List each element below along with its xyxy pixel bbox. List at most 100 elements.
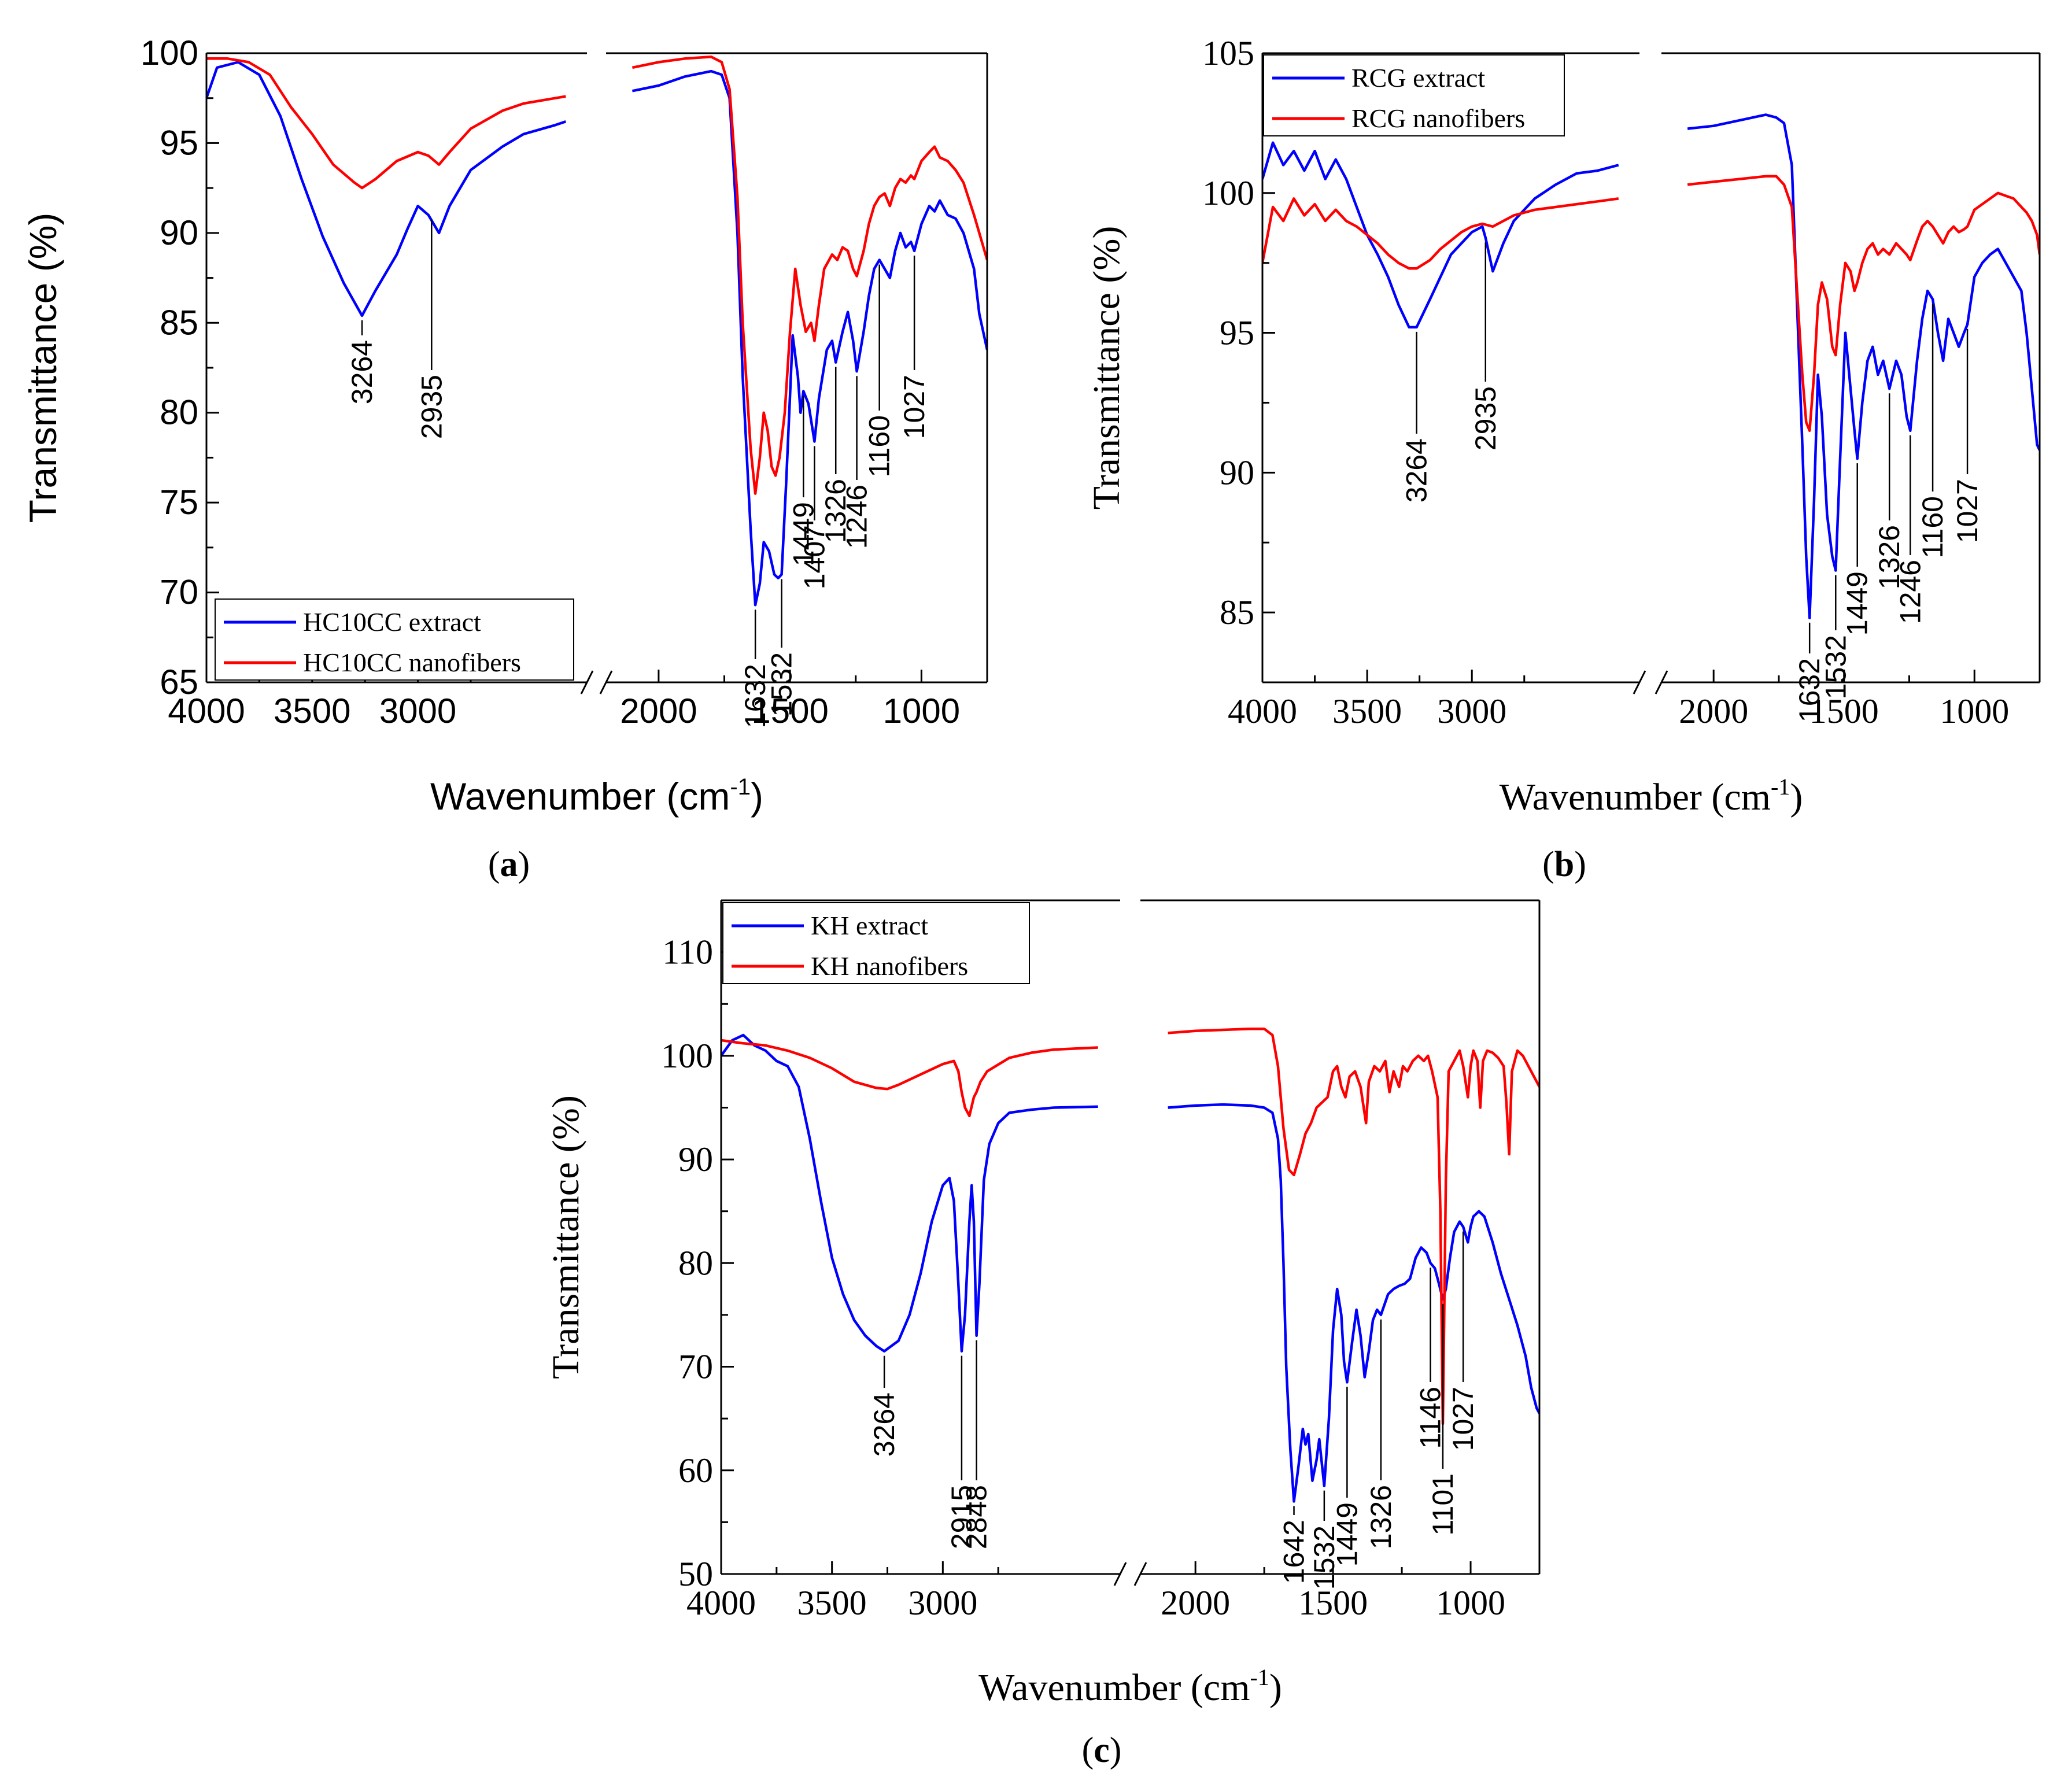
x-axis-title-close: ) [751,775,763,818]
y-tick-label: 100 [661,1037,713,1075]
legend-box [722,902,1030,984]
series-line-extract-seg2 [631,69,987,607]
x-tick-label: 2000 [620,692,697,730]
panel-label-open: ( [488,845,500,884]
axis-break-mark [1133,1562,1147,1586]
y-tick-label: 80 [678,1244,713,1282]
peak-label: 1532 [1819,635,1852,699]
panel-label-letter: c [1094,1731,1110,1770]
series-line-extract-seg1 [206,61,567,317]
panel-label-letter: a [500,845,518,884]
peak-label: 1146 [1415,1387,1447,1449]
legend: HC10CC extract HC10CC nanofibers [215,598,574,681]
panel-label: (c) [1082,1731,1122,1770]
peak-label: 3264 [346,340,378,404]
peak-label: 1160 [863,415,896,478]
series-line-nanofibers-seg1 [721,1039,1098,1118]
x-axis-title-sup: -1 [1771,774,1790,800]
peak-label: 1027 [1951,479,1984,543]
y-tick-label: 90 [160,213,198,252]
panel-label-close: ) [1574,845,1586,884]
panel-c: 50 60 70 80 90 100 110 4000 3500 3000 2000 1500 1000… [545,899,1541,1770]
x-tick-label: 1500 [1809,692,1879,730]
series-line-nanofibers-seg2 [631,55,987,495]
peak-label: 3264 [868,1392,900,1457]
x-tick-label: 3500 [797,1584,867,1622]
axis-break-mark [1655,670,1668,694]
x-tick-label: 4000 [168,692,245,730]
legend-box [1263,54,1565,136]
x-axis-title: Wavenumber (cm-1) [430,774,763,818]
series-line-extract-seg1 [1262,141,1619,329]
peak-label: 1246 [1894,560,1926,624]
y-tick-label: 95 [1220,314,1254,352]
peak-label: 1632 [1793,658,1826,722]
peak-label: 1326 [1365,1485,1397,1549]
panel-b: 85 90 95 100 105 4000 3500 3000 2000 1500 1000 Wave… [1085,34,2041,884]
series-line-extract-seg2 [1168,1103,1539,1503]
y-axis-title: Transmittance (%) [545,1095,587,1379]
panel-label-open: ( [1082,1731,1094,1770]
x-tick-label: 2000 [1679,692,1748,730]
legend-entry-label: RCG nanofibers [1351,104,1525,133]
x-tick-label: 1500 [1298,1584,1368,1622]
panel-label-letter: b [1554,845,1574,884]
y-tick-label: 100 [141,34,198,72]
peak-label: 1532 [1308,1525,1340,1590]
y-tick-label: 95 [160,123,198,162]
y-tick-label: 105 [1202,34,1254,72]
panel-a: 65 70 75 80 85 90 95 100 4000 3500 3000 2000 1500 100… [21,34,988,884]
axis-break-mark [599,670,613,694]
legend-entry-label: RCG extract [1351,63,1485,93]
series-line-nanofibers-seg2 [1687,175,2040,433]
legend-box [215,598,574,681]
panel-label: (b) [1542,845,1586,884]
legend-entry-label: KH nanofibers [811,951,968,981]
y-tick-label: 70 [160,573,198,612]
peak-label: 1632 [739,664,771,728]
peak-label: 1246 [841,485,873,549]
panel-label: (a) [488,845,530,884]
legend: KH extract KH nanofibers [722,902,1030,984]
series-line-nanofibers-seg2 [1168,1027,1539,1425]
x-tick-label: 1000 [1436,1584,1505,1622]
plot-area [206,55,987,607]
axis-break-mark [1633,670,1646,694]
x-axis-title-main: Wavenumber (cm [430,775,730,818]
peak-label: 3264 [1401,438,1433,503]
plot-area [1262,113,2040,620]
legend-entry-label: HC10CC nanofibers [303,648,521,677]
x-axis-title-main: Wavenumber (cm [978,1667,1250,1709]
y-tick-label: 100 [1202,174,1254,212]
peak-label: 1027 [1447,1387,1479,1451]
plot-area [721,1027,1539,1503]
legend-entry-label: KH extract [811,911,928,940]
legend-entry-label: HC10CC extract [303,607,481,637]
panel-label-close: ) [518,845,530,884]
x-axis-title-sup: -1 [730,774,751,800]
x-tick-label: 3500 [1332,692,1402,730]
x-tick-label: 1000 [1940,692,2009,730]
y-tick-label: 85 [1220,593,1254,631]
peak-label: 1449 [1331,1502,1363,1566]
y-tick-label: 60 [678,1451,713,1490]
series-line-nanofibers-seg1 [1262,197,1619,270]
y-tick-label: 70 [678,1348,713,1386]
peak-label: 1532 [766,652,798,716]
series-line-extract-seg1 [721,1033,1098,1353]
peak-label: 1027 [898,375,930,439]
y-tick-label: 85 [160,303,198,342]
peak-label: 1326 [819,479,852,543]
x-axis-title-close: ) [1269,1667,1282,1709]
x-tick-label: 3000 [1437,692,1506,730]
axes: 65 70 75 80 85 90 95 100 4000 3500 3000 2000 1500 100… [141,34,988,730]
y-axis-title: Transmittance (%) [21,213,64,523]
peak-label: 1642 [1278,1520,1310,1584]
axes: 50 60 70 80 90 100 110 4000 3500 3000 2000 1500 1000 [661,899,1541,1622]
x-tick-label: 4000 [686,1584,756,1622]
y-tick-label: 90 [1220,453,1254,492]
